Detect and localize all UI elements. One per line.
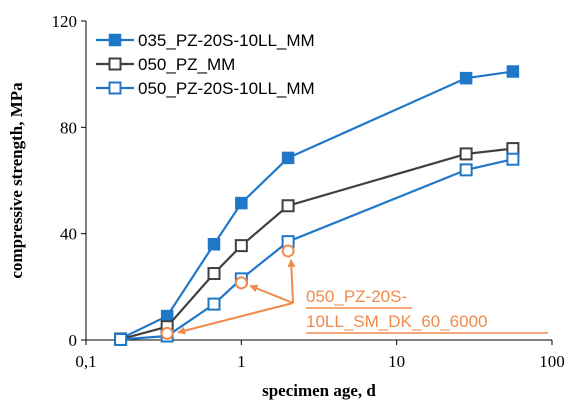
data-point bbox=[234, 239, 248, 253]
x-axis-title: specimen age, d bbox=[262, 381, 376, 400]
y-tick-label: 40 bbox=[60, 225, 77, 244]
y-tick-label: 120 bbox=[52, 12, 78, 31]
y-axis-title: compressive strength, MPa bbox=[7, 82, 26, 279]
legend-marker bbox=[108, 33, 122, 47]
y-tick-label: 0 bbox=[69, 331, 78, 350]
legend-marker bbox=[108, 81, 122, 95]
legend-label: 035_PZ-20S-10LL_MM bbox=[138, 31, 315, 50]
data-point bbox=[506, 65, 520, 78]
annotation-arrow bbox=[249, 284, 294, 304]
legend-item-1: 035_PZ-20S-10LL_MM bbox=[96, 31, 315, 50]
data-point bbox=[114, 332, 128, 346]
series-4 bbox=[160, 244, 295, 340]
x-tick-label: 1 bbox=[237, 352, 246, 371]
data-point bbox=[281, 199, 295, 213]
data-point bbox=[281, 244, 295, 258]
annotation-line2: 10LL_SM_DK_60_6000 bbox=[306, 312, 487, 331]
data-point bbox=[160, 326, 174, 340]
x-tick-label: 100 bbox=[539, 352, 565, 371]
data-point bbox=[459, 163, 473, 177]
legend-label: 050_PZ-20S-10LL_MM bbox=[138, 79, 315, 98]
annotation-arrow bbox=[177, 302, 294, 335]
data-point bbox=[207, 297, 221, 311]
legend-item-2: 050_PZ_MM bbox=[96, 55, 235, 74]
x-tick-label: 10 bbox=[388, 352, 405, 371]
data-point bbox=[207, 267, 221, 281]
data-point bbox=[459, 147, 473, 161]
annotation-line1: 050_PZ-20S- bbox=[306, 287, 407, 306]
legend-item-3: 050_PZ-20S-10LL_MM bbox=[96, 79, 315, 98]
annotation-arrow bbox=[287, 258, 296, 304]
series-layer bbox=[114, 65, 520, 346]
data-point bbox=[281, 151, 295, 165]
data-point bbox=[459, 71, 473, 85]
data-point bbox=[506, 152, 520, 166]
data-point bbox=[160, 309, 174, 323]
x-tick-label: 0,1 bbox=[75, 352, 96, 371]
legend-marker bbox=[108, 57, 122, 71]
y-tick-label: 80 bbox=[60, 118, 77, 137]
data-point bbox=[506, 142, 520, 156]
annotation: 050_PZ-20S- 10LL_SM_DK_60_6000 bbox=[177, 258, 548, 335]
data-point bbox=[235, 196, 248, 210]
series-line bbox=[120, 147, 514, 341]
data-point bbox=[234, 276, 248, 290]
legend-label: 050_PZ_MM bbox=[138, 55, 235, 74]
axes: 0 40 80 120 0,1 1 10 100 specimen age, d compress… bbox=[7, 12, 565, 400]
legend: 035_PZ-20S-10LL_MM 050_PZ_MM 050_PZ-20S-10… bbox=[96, 31, 315, 98]
data-point bbox=[207, 238, 221, 251]
